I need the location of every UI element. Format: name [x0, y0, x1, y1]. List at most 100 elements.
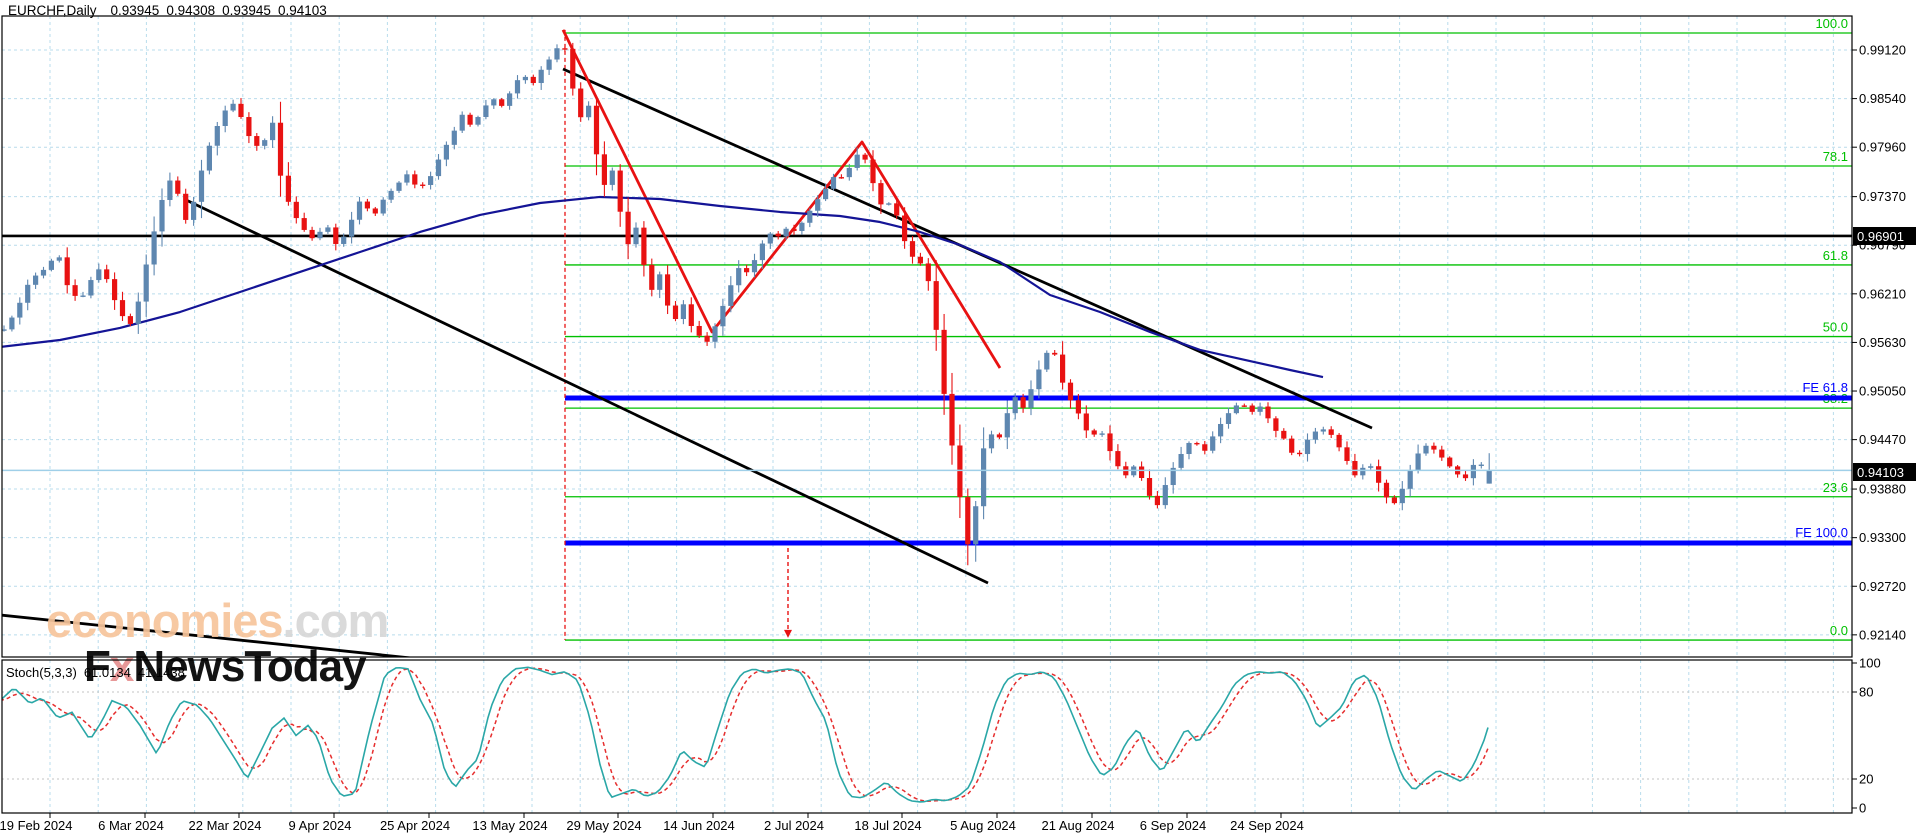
candle [1368, 466, 1374, 468]
candle [538, 69, 544, 84]
candle [420, 184, 426, 186]
candle [246, 117, 252, 137]
candle [522, 76, 528, 81]
date-axis-label: 21 Aug 2024 [1041, 818, 1114, 833]
candle [135, 301, 141, 324]
candle [33, 275, 39, 285]
candle [925, 263, 931, 282]
time-axis[interactable] [2, 814, 1852, 838]
candle [167, 180, 173, 200]
candle [119, 300, 126, 317]
fib-level-label: 50.0 [1823, 320, 1848, 335]
candle [159, 199, 165, 232]
watermark: economies.com FxNewsToday [46, 594, 389, 691]
candle [1312, 431, 1318, 440]
candle [317, 231, 323, 239]
candle [293, 201, 299, 219]
stoch-indicator-label: Stoch(5,3,3)61.013441.1438 [6, 665, 185, 680]
candle [704, 335, 710, 342]
moving-average-line[interactable] [0, 195, 1324, 379]
trendline[interactable] [0, 613, 430, 660]
candle [1225, 413, 1232, 424]
stochastic-layers [2, 666, 1489, 803]
candle [894, 203, 900, 216]
stochastic-main-line [2, 666, 1489, 803]
candle [562, 48, 568, 50]
candle [183, 193, 189, 220]
candle [396, 182, 402, 191]
date-axis-label: 6 Sep 2024 [1140, 818, 1207, 833]
candle [1210, 436, 1216, 451]
candle [791, 228, 797, 231]
candle [1083, 413, 1089, 431]
main-chart-pane[interactable] [2, 16, 1852, 657]
fib-level-label: 0.0 [1830, 623, 1848, 638]
price-axis-label: 0.97370 [1859, 189, 1906, 204]
candle [143, 264, 149, 302]
candle [1289, 438, 1295, 453]
candle [775, 233, 781, 237]
date-axis-label: 13 May 2024 [472, 818, 547, 833]
candle [609, 170, 615, 185]
down-arrow [784, 547, 792, 638]
candle [254, 136, 260, 146]
candle [657, 274, 663, 290]
candle [917, 256, 923, 264]
candle [601, 154, 607, 185]
candle [175, 180, 181, 194]
date-axis-label: 9 Apr 2024 [289, 818, 352, 833]
stoch-axis-label: 20 [1859, 772, 1873, 787]
candle [1154, 495, 1160, 506]
price-axis-label: 0.92720 [1859, 579, 1906, 594]
candle [1170, 467, 1176, 486]
candle [1091, 430, 1097, 435]
trendline[interactable] [183, 197, 989, 585]
fib-level-label: 100.0 [1815, 16, 1848, 31]
candle [262, 140, 268, 146]
price-axis[interactable] [1853, 16, 1916, 813]
candle [957, 445, 963, 498]
candle [2, 329, 7, 331]
candle [1241, 405, 1247, 407]
date-axis-label: 2 Jul 2024 [764, 818, 824, 833]
fe-level-label: FE 61.8 [1802, 380, 1848, 395]
candle [1178, 454, 1184, 468]
candle [206, 145, 212, 171]
price-axis-label: 0.94470 [1859, 432, 1906, 447]
candle [412, 174, 418, 185]
candle [349, 219, 355, 237]
candle [1020, 397, 1026, 408]
candle [9, 317, 15, 330]
candle [933, 281, 939, 330]
candle [1273, 418, 1279, 431]
candle [104, 269, 110, 280]
candle [151, 231, 157, 265]
svg-text:0.96901: 0.96901 [1857, 229, 1904, 244]
candle [428, 176, 434, 186]
candle [230, 103, 236, 111]
watermark-tagline: FxNewsToday [84, 642, 367, 691]
candle [1004, 413, 1010, 438]
candle [854, 154, 860, 168]
candle [815, 199, 821, 211]
svg-text:0.94103: 0.94103 [1857, 465, 1904, 480]
date-axis-label: 18 Jul 2024 [854, 818, 921, 833]
candle [949, 393, 955, 446]
hline-price-badge: 0.96901 [1853, 227, 1916, 245]
candle [846, 167, 852, 178]
date-axis-label: 29 May 2024 [566, 818, 641, 833]
fe-level-label: FE 100.0 [1795, 525, 1848, 540]
candle [862, 154, 868, 160]
candle [443, 144, 449, 160]
candle [1257, 406, 1263, 412]
price-axis-label: 0.93300 [1859, 530, 1906, 545]
candle [1304, 439, 1311, 455]
candle [301, 218, 307, 230]
candle [1036, 369, 1042, 390]
date-axis-label: 6 Mar 2024 [98, 818, 164, 833]
price-axis-label: 0.93880 [1859, 482, 1906, 497]
candle [435, 159, 442, 177]
candle [238, 103, 244, 118]
stochastic-pane[interactable] [2, 660, 1852, 813]
candle [467, 114, 473, 125]
